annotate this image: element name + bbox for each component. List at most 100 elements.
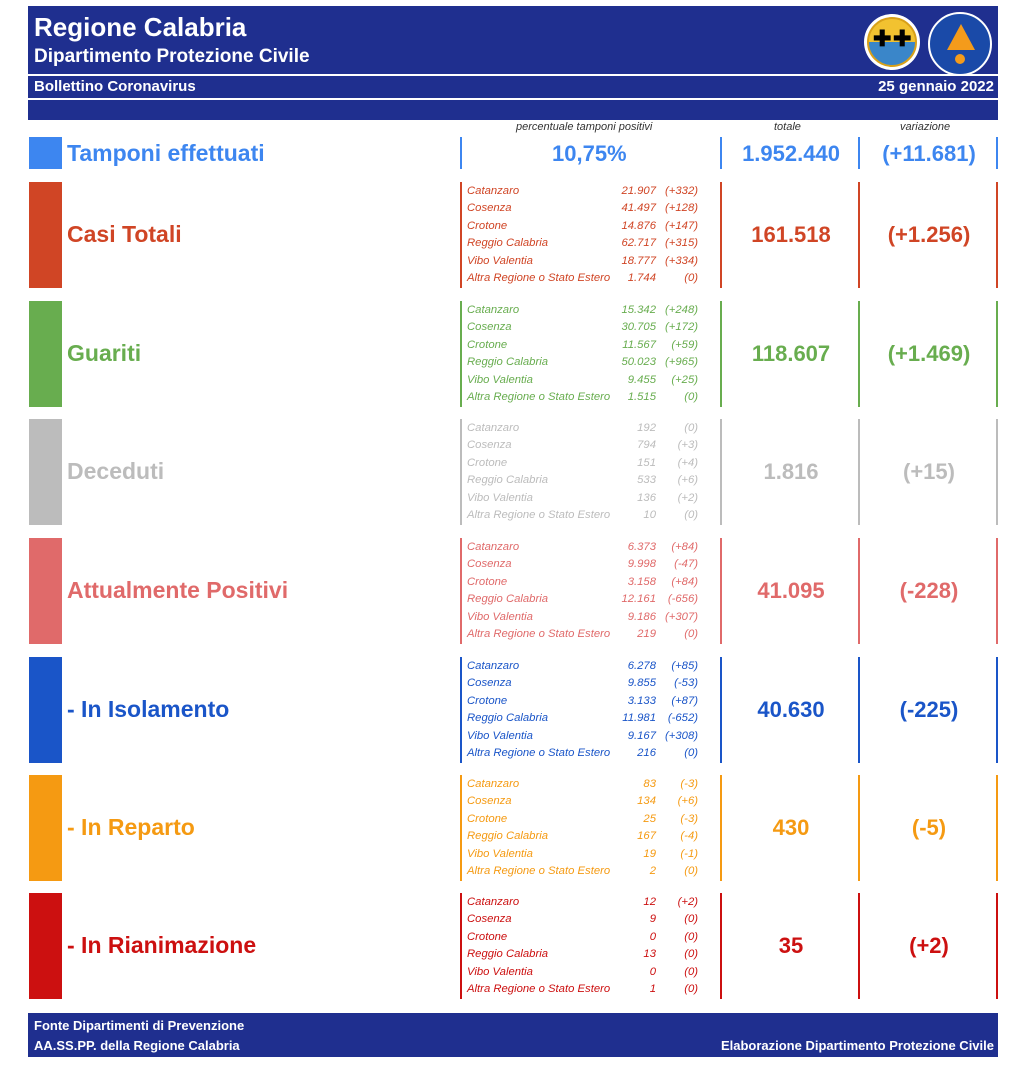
province-name: Catanzaro <box>467 896 520 908</box>
province-delta: (+84) <box>671 575 698 588</box>
section-total: 1.816 <box>763 459 819 484</box>
province-value: 62.717 <box>621 237 656 250</box>
section-variation: (-228) <box>899 578 959 603</box>
province-delta: (0) <box>684 746 698 759</box>
protezione-civile-logo-icon <box>928 12 992 76</box>
section-color-bar <box>29 538 62 644</box>
header-banner: Regione Calabria Dipartimento Protezione… <box>28 6 998 76</box>
province-name: Altra Regione o Stato Estero <box>467 390 611 403</box>
province-value: 794 <box>637 439 656 452</box>
province-value: 15.342 <box>621 304 656 316</box>
province-row: Cosenza 9 (0) <box>467 911 720 928</box>
province-name: Crotone <box>467 338 508 351</box>
province-row: Altra Regione o Stato Estero 2 (0) <box>467 863 720 880</box>
province-name: Cosenza <box>467 677 512 690</box>
section-divider <box>460 657 462 763</box>
source-line-1: Fonte Dipartimenti di Prevenzione <box>34 1018 245 1033</box>
section-divider <box>720 538 722 644</box>
tamponi-total: 1.952.440 <box>742 141 840 166</box>
province-row: Vibo Valentia 9.455 (+25) <box>467 372 720 389</box>
province-name: Vibo Valentia <box>467 729 533 742</box>
province-value: 12.161 <box>621 593 656 606</box>
section-title: - In Isolamento <box>67 696 230 722</box>
province-delta: (+6) <box>677 474 698 487</box>
section-total: 161.518 <box>751 222 831 247</box>
province-value: 13 <box>643 948 656 961</box>
province-row: Vibo Valentia 136 (+2) <box>467 490 720 507</box>
section-variation: (-5) <box>911 815 947 840</box>
province-row: Vibo Valentia 18.777 (+334) <box>467 253 720 270</box>
section-variation: (+1.256) <box>887 222 971 247</box>
section-divider <box>996 301 998 407</box>
province-value: 216 <box>637 746 656 759</box>
province-delta: (+87) <box>671 694 698 707</box>
province-name: Vibo Valentia <box>467 491 533 504</box>
province-delta: (+308) <box>665 729 698 742</box>
province-row: Crotone 25 (-3) <box>467 811 720 828</box>
province-value: 11.567 <box>622 338 656 351</box>
section-divider <box>460 775 462 881</box>
province-value: 6.373 <box>627 541 656 553</box>
province-name: Reggio Calabria <box>467 712 549 725</box>
section-title: Guariti <box>67 340 142 366</box>
province-name: Cosenza <box>467 321 512 334</box>
province-name: Crotone <box>467 694 508 707</box>
province-name: Cosenza <box>467 795 512 808</box>
section-province-list: Catanzaro 192 (0) Cosenza 794 (+3) Crotone 151 (… <box>467 420 720 524</box>
province-row: Vibo Valentia 0 (0) <box>467 964 720 981</box>
province-name: Cosenza <box>467 913 512 926</box>
province-delta: (+332) <box>665 185 698 197</box>
province-value: 10 <box>643 508 656 521</box>
province-name: Altra Regione o Stato Estero <box>467 508 611 521</box>
province-value: 151 <box>637 456 656 469</box>
province-value: 3.133 <box>627 694 656 707</box>
province-value: 14.876 <box>621 219 656 232</box>
province-value: 0 <box>649 965 656 978</box>
province-name: Cosenza <box>467 202 512 215</box>
section-divider <box>460 419 462 525</box>
province-row: Cosenza 9.855 (-53) <box>467 675 720 692</box>
province-row: Crotone 3.158 (+84) <box>467 574 720 591</box>
province-delta: (0) <box>684 965 698 978</box>
province-row: Crotone 151 (+4) <box>467 455 720 472</box>
province-name: Reggio Calabria <box>467 237 549 250</box>
section-divider <box>460 538 462 644</box>
section-variation: (+15) <box>903 459 955 484</box>
section-divider <box>720 419 722 525</box>
province-value: 192 <box>637 422 656 434</box>
province-delta: (0) <box>684 948 698 961</box>
province-delta: (+84) <box>671 541 698 553</box>
section-variation: (-225) <box>899 697 959 722</box>
section-divider <box>858 657 860 763</box>
section-title: Casi Totali <box>67 221 182 247</box>
section-divider <box>720 301 722 407</box>
section-variation: (+2) <box>909 933 949 958</box>
section-province-list: Catanzaro 83 (-3) Cosenza 134 (+6) Crotone 25 (-… <box>467 776 720 880</box>
column-header-variation: variazione <box>900 121 951 133</box>
province-value: 21.907 <box>621 185 656 197</box>
section-divider <box>720 775 722 881</box>
province-value: 30.705 <box>621 321 656 334</box>
province-row: Catanzaro 6.373 (+84) <box>467 539 720 556</box>
province-delta: (-47) <box>674 558 698 571</box>
province-delta: (+2) <box>677 491 698 504</box>
province-name: Altra Regione o Stato Estero <box>467 627 611 640</box>
section-title: - In Rianimazione <box>67 932 257 958</box>
province-delta: (-3) <box>680 778 698 790</box>
tamponi-variation: (+11.681) <box>882 141 976 166</box>
section-province-list: Catanzaro 12 (+2) Cosenza 9 (0) Crotone 0 (0) Reg… <box>467 894 720 998</box>
province-name: Altra Regione o Stato Estero <box>467 746 611 759</box>
section-divider <box>460 301 462 407</box>
province-delta: (-652) <box>667 712 698 725</box>
province-name: Cosenza <box>467 558 512 571</box>
province-value: 9.167 <box>627 729 656 742</box>
logos: ✚ ✚ <box>864 12 992 76</box>
province-row: Catanzaro 83 (-3) <box>467 776 720 793</box>
province-row: Catanzaro 192 (0) <box>467 420 720 437</box>
section-divider <box>858 419 860 525</box>
province-row: Altra Regione o Stato Estero 216 (0) <box>467 745 720 762</box>
province-name: Catanzaro <box>467 422 520 434</box>
province-value: 19 <box>643 847 656 860</box>
province-row: Altra Regione o Stato Estero 10 (0) <box>467 507 720 524</box>
province-row: Catanzaro 15.342 (+248) <box>467 302 720 319</box>
